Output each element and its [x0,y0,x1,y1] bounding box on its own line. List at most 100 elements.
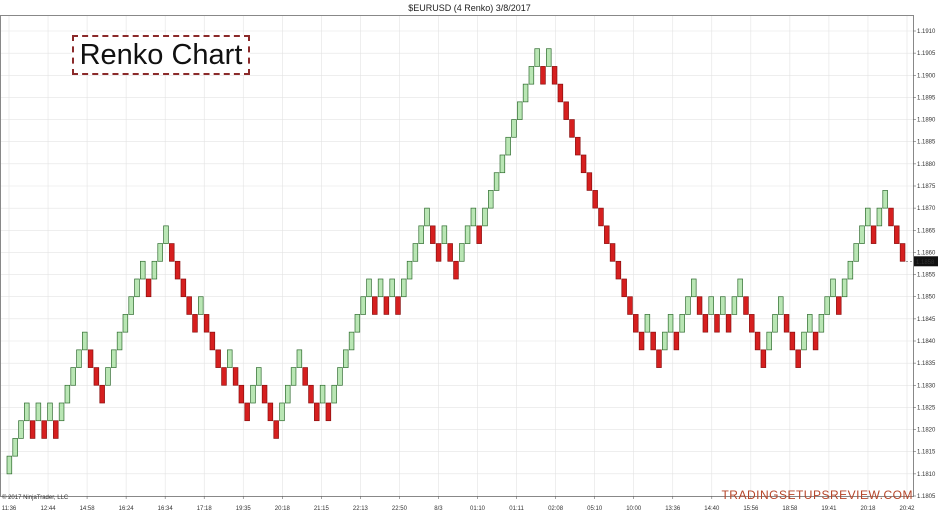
y-tick-label: 1.1860 [917,250,936,256]
renko-brick-up [488,190,494,209]
renko-brick-down [609,243,616,262]
renko-brick-up [493,172,500,191]
renko-brick-up [679,314,685,333]
renko-brick-down [725,314,732,333]
renko-brick-down [598,207,604,227]
x-tick-label: 16:24 [119,506,135,512]
y-tick-label: 1.1905 [917,51,936,57]
renko-brick-up [644,314,651,333]
renko-brick-down [615,260,622,280]
renko-brick-down [592,190,598,209]
renko-brick-down [244,402,250,422]
x-tick-label: 02:08 [548,506,564,512]
renko-brick-up [824,296,830,315]
renko-brick-up [140,260,146,280]
renko-brick-up [517,101,523,120]
x-tick-label: 17:18 [197,506,213,512]
renko-brick-down [836,296,842,315]
renko-brick-down [760,349,767,368]
renko-brick-down [383,296,390,315]
renko-brick-up [331,384,337,404]
renko-brick-down [180,278,187,298]
renko-brick-up [720,296,726,315]
renko-brick-up [128,296,134,315]
x-tick-label: 05:10 [587,506,603,512]
x-tick-label: 18:58 [782,506,798,512]
x-tick-label: 20:18 [860,506,876,512]
renko-brick-down [215,349,221,368]
renko-brick-up [18,420,24,439]
x-tick-label: 20:42 [899,506,915,512]
renko-brick-up [882,190,888,209]
renko-brick-up [35,402,42,422]
x-tick-label: 10:00 [626,506,642,512]
renko-brick-down [749,314,755,333]
renko-brick-down [29,420,36,439]
renko-brick-up [285,384,291,404]
renko-brick-down [812,331,819,351]
renko-brick-down [93,367,100,386]
renko-brick-up [6,455,13,475]
x-tick-label: 16:34 [158,506,174,512]
renko-brick-up [134,278,140,298]
renko-brick-up [464,225,471,244]
renko-brick-down [563,101,569,120]
renko-brick-down [888,207,894,227]
renko-brick-down [435,243,442,262]
renko-brick-up [708,296,714,315]
renko-brick-up [412,243,419,262]
renko-brick-down [314,402,320,422]
renko-brick-down [633,314,639,333]
x-tick-label: 01:11 [509,506,524,512]
x-tick-label: 19:41 [821,506,837,512]
renko-brick-up [337,367,343,386]
renko-brick-up [377,278,384,298]
renko-brick-up [366,278,372,298]
renko-brick-down [41,420,47,439]
last-price-marker [914,256,938,267]
y-tick-label: 1.1865 [917,228,936,234]
y-tick-label: 1.1885 [917,140,936,146]
x-tick-label: 01:10 [470,506,486,512]
renko-brick-up [865,207,871,227]
y-tick-label: 1.1890 [917,118,936,124]
renko-brick-up [778,296,784,315]
renko-brick-down [627,296,633,315]
renko-brick-up [667,314,674,333]
renko-brick-down [372,296,378,315]
renko-brick-up [424,207,430,227]
renko-brick-down [203,314,210,333]
renko-brick-down [696,296,703,315]
y-tick-label: 1.1855 [917,273,936,279]
renko-brick-up [250,384,256,404]
renko-brick-down [714,314,720,333]
renko-brick-down [795,349,801,368]
renko-brick-down [743,296,749,315]
renko-brick-down [395,296,401,315]
renko-brick-down [447,243,453,262]
renko-brick-up [441,225,448,244]
y-tick-label: 1.1870 [917,206,936,212]
renko-brick-up [772,314,778,333]
chart-title: $EURUSD (4 Renko) 3/8/2017 [408,3,531,13]
y-tick-label: 1.1900 [917,73,936,79]
renko-brick-up [406,260,413,280]
renko-brick-down [53,420,59,439]
renko-brick-up [876,207,883,227]
renko-brick-down [232,367,239,386]
y-tick-label: 1.1810 [917,472,936,478]
watermark-text: TRADINGSETUPSREVIEW.COM [721,488,913,502]
renko-brick-up [847,260,854,280]
renko-brick-up [157,243,163,262]
y-tick-label: 1.1805 [917,494,936,500]
renko-brick-up [360,296,366,315]
renko-brick-down [325,402,332,422]
renko-brick-up [227,349,233,368]
renko-brick-up [82,331,88,351]
renko-brick-down [540,66,546,85]
renko-brick-up [418,225,424,244]
renko-brick-down [238,384,245,404]
y-tick-label: 1.1845 [917,317,936,323]
renko-brick-up [198,296,204,315]
renko-brick-up [401,278,407,298]
